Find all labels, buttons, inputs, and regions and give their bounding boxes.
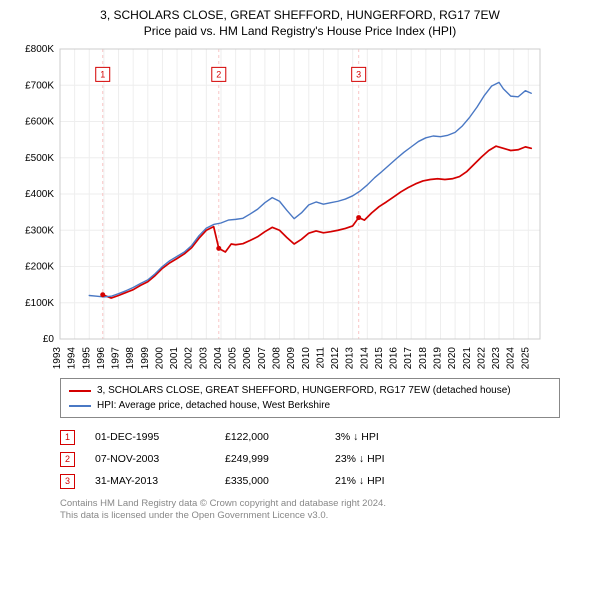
svg-text:2003: 2003 (198, 347, 209, 370)
svg-text:2005: 2005 (228, 347, 239, 370)
svg-text:2016: 2016 (389, 347, 400, 370)
footer-text: Contains HM Land Registry data © Crown c… (60, 498, 560, 523)
svg-text:£600K: £600K (25, 117, 54, 128)
sale-marker: 1 (60, 430, 75, 445)
svg-text:1997: 1997 (111, 347, 122, 370)
svg-text:1994: 1994 (67, 347, 78, 370)
sale-price: £249,999 (225, 453, 315, 465)
sales-row: 3 31-MAY-2013 £335,000 21% ↓ HPI (60, 470, 560, 492)
svg-text:1995: 1995 (81, 347, 92, 370)
sale-diff: 3% ↓ HPI (335, 431, 425, 443)
title-subtitle: Price paid vs. HM Land Registry's House … (10, 24, 590, 38)
legend-label: HPI: Average price, detached house, West… (97, 398, 330, 413)
svg-text:2011: 2011 (315, 347, 326, 369)
svg-text:1: 1 (100, 69, 105, 79)
chart-area: £0 £100K £200K £300K £400K £500K £600K £700K £80… (10, 44, 590, 374)
svg-text:£500K: £500K (25, 153, 54, 164)
svg-text:2: 2 (216, 69, 221, 79)
svg-text:2015: 2015 (374, 347, 385, 370)
svg-text:2002: 2002 (184, 347, 195, 370)
page-container: 3, SCHOLARS CLOSE, GREAT SHEFFORD, HUNGE… (0, 0, 600, 590)
sale-diff: 23% ↓ HPI (335, 453, 425, 465)
svg-text:1996: 1996 (96, 347, 107, 370)
svg-text:2014: 2014 (359, 347, 370, 370)
svg-text:£100K: £100K (25, 298, 54, 309)
svg-text:2021: 2021 (462, 347, 473, 370)
svg-text:1998: 1998 (125, 347, 136, 370)
svg-text:2020: 2020 (447, 347, 458, 370)
sale-date: 01-DEC-1995 (95, 431, 205, 443)
svg-text:£800K: £800K (25, 44, 54, 55)
svg-text:2024: 2024 (506, 347, 517, 370)
legend-label: 3, SCHOLARS CLOSE, GREAT SHEFFORD, HUNGE… (97, 383, 511, 398)
svg-text:£0: £0 (43, 334, 55, 345)
legend-swatch (69, 390, 91, 392)
sales-table: 1 01-DEC-1995 £122,000 3% ↓ HPI 2 07-NOV-2003… (60, 426, 560, 492)
svg-text:£300K: £300K (25, 225, 54, 236)
sale-price: £335,000 (225, 475, 315, 487)
svg-text:2001: 2001 (169, 347, 180, 370)
sale-marker: 3 (60, 474, 75, 489)
svg-text:£400K: £400K (25, 189, 54, 200)
svg-text:2007: 2007 (257, 347, 268, 370)
svg-text:1993: 1993 (52, 347, 63, 370)
svg-text:2022: 2022 (476, 347, 487, 370)
svg-text:2008: 2008 (272, 347, 283, 370)
price-chart: £0 £100K £200K £300K £400K £500K £600K £700K £80… (10, 44, 550, 374)
legend-box: 3, SCHOLARS CLOSE, GREAT SHEFFORD, HUNGE… (60, 378, 560, 418)
footer-line2: This data is licensed under the Open Gov… (60, 510, 560, 522)
svg-text:2009: 2009 (286, 347, 297, 370)
legend-swatch (69, 405, 91, 407)
title-block: 3, SCHOLARS CLOSE, GREAT SHEFFORD, HUNGE… (10, 8, 590, 44)
sale-price: £122,000 (225, 431, 315, 443)
svg-text:£200K: £200K (25, 262, 54, 273)
title-address: 3, SCHOLARS CLOSE, GREAT SHEFFORD, HUNGE… (10, 8, 590, 22)
svg-text:2006: 2006 (242, 347, 253, 370)
svg-text:2012: 2012 (330, 347, 341, 370)
svg-text:2010: 2010 (301, 347, 312, 370)
svg-text:2018: 2018 (418, 347, 429, 370)
svg-text:2004: 2004 (213, 347, 224, 370)
footer-line1: Contains HM Land Registry data © Crown c… (60, 498, 560, 510)
svg-text:1999: 1999 (140, 347, 151, 370)
svg-text:3: 3 (356, 69, 361, 79)
legend-row: HPI: Average price, detached house, West… (69, 398, 551, 413)
sales-row: 1 01-DEC-1995 £122,000 3% ↓ HPI (60, 426, 560, 448)
legend-row: 3, SCHOLARS CLOSE, GREAT SHEFFORD, HUNGE… (69, 383, 551, 398)
svg-text:2013: 2013 (345, 347, 356, 370)
svg-text:£700K: £700K (25, 80, 54, 91)
sale-date: 07-NOV-2003 (95, 453, 205, 465)
svg-text:2025: 2025 (520, 347, 531, 370)
svg-text:2019: 2019 (432, 347, 443, 370)
svg-text:2023: 2023 (491, 347, 502, 370)
sales-row: 2 07-NOV-2003 £249,999 23% ↓ HPI (60, 448, 560, 470)
sale-marker: 2 (60, 452, 75, 467)
svg-text:2000: 2000 (154, 347, 165, 370)
sale-diff: 21% ↓ HPI (335, 475, 425, 487)
svg-text:2017: 2017 (403, 347, 414, 370)
sale-date: 31-MAY-2013 (95, 475, 205, 487)
